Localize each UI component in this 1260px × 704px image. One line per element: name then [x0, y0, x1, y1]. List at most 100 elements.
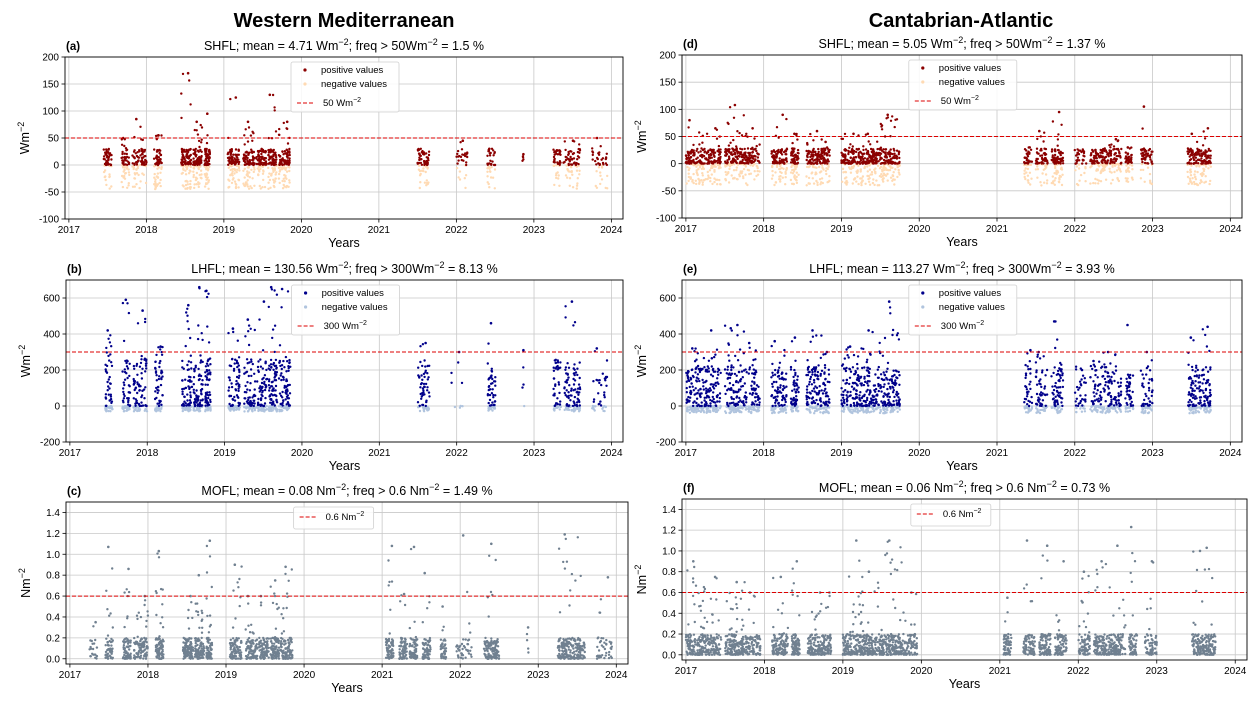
data-point-positive	[136, 322, 140, 325]
data-point-positive	[421, 403, 424, 407]
data-point-negative	[136, 409, 140, 412]
data-point-negative	[156, 167, 159, 170]
data-point-positive	[399, 644, 403, 647]
data-point-positive	[243, 163, 247, 166]
data-point-negative	[275, 409, 279, 412]
data-point-positive	[558, 150, 561, 153]
y-tick-label: 0	[53, 161, 59, 172]
panel-letter: (b)	[67, 264, 82, 276]
data-point-positive	[127, 162, 131, 166]
data-point-positive	[144, 317, 147, 321]
data-point-positive	[256, 401, 260, 404]
data-point-positive	[208, 162, 211, 166]
data-point-positive	[554, 383, 557, 386]
data-point-positive	[102, 148, 106, 151]
data-point-positive	[388, 656, 392, 659]
data-point-negative	[491, 176, 495, 179]
data-point-positive	[137, 159, 140, 162]
x-tick-label: 2022	[449, 670, 472, 681]
data-point-positive	[204, 396, 208, 400]
data-point-negative	[197, 185, 200, 189]
data-point-positive	[207, 341, 211, 344]
data-point-positive	[389, 645, 392, 648]
x-tick-label: 2020	[293, 670, 316, 681]
data-point-positive	[492, 396, 495, 399]
data-point-positive	[605, 163, 609, 167]
data-point-positive	[564, 148, 567, 152]
data-point-positive	[143, 397, 146, 400]
data-point-positive	[261, 648, 264, 651]
data-point-positive	[558, 611, 562, 614]
data-point-positive	[106, 656, 109, 660]
data-point-positive	[238, 385, 241, 388]
data-point-positive	[595, 378, 598, 382]
data-point-positive	[597, 392, 600, 395]
x-tick-label: 2023	[523, 448, 546, 459]
data-point-positive	[232, 369, 236, 372]
data-point-positive	[256, 365, 260, 369]
data-point-positive	[278, 392, 282, 395]
data-point-positive	[595, 163, 598, 166]
data-point-positive	[237, 389, 240, 393]
data-point-positive	[425, 159, 428, 163]
column-title-west: Western Mediterranean	[234, 10, 455, 32]
data-point-positive	[141, 404, 145, 407]
data-point-positive	[190, 385, 193, 389]
data-point-positive	[464, 152, 467, 155]
x-tick-label: 2024	[600, 448, 623, 459]
data-point-positive	[287, 579, 290, 582]
data-point-negative	[120, 174, 124, 178]
data-point-negative	[263, 185, 267, 189]
data-point-positive	[404, 653, 408, 657]
y-tick-label: 1.2	[46, 529, 60, 540]
data-point-negative	[455, 166, 459, 170]
data-point-negative	[281, 179, 284, 183]
data-point-positive	[247, 374, 250, 378]
data-point-peak	[526, 626, 530, 629]
data-point-negative	[417, 164, 421, 167]
data-point-positive	[288, 153, 291, 157]
data-point-positive	[237, 650, 240, 653]
data-point-negative	[246, 166, 249, 169]
data-point-positive	[200, 653, 203, 656]
data-point-positive	[269, 358, 273, 362]
data-point-positive	[230, 162, 233, 166]
data-point-positive	[427, 153, 431, 157]
data-point-positive	[488, 393, 492, 397]
data-point-positive	[136, 383, 139, 386]
data-point-positive	[207, 159, 211, 163]
data-point-positive	[456, 647, 460, 650]
data-point-positive	[234, 358, 237, 361]
data-point-positive	[207, 358, 210, 361]
data-point-positive	[197, 374, 201, 378]
data-point-positive	[236, 158, 239, 162]
data-point-negative	[552, 164, 555, 167]
data-point-positive	[561, 656, 564, 659]
data-point-negative	[194, 176, 198, 179]
data-point-positive	[602, 645, 605, 649]
data-point-positive	[282, 649, 285, 652]
data-point-negative	[207, 167, 210, 171]
data-point-positive	[457, 656, 460, 659]
data-point-negative	[186, 409, 189, 412]
data-point-negative	[736, 178, 739, 181]
data-point-negative	[427, 181, 430, 184]
data-point-positive	[422, 642, 425, 645]
data-point-positive	[387, 653, 391, 656]
x-tick-label: 2018	[137, 670, 160, 681]
data-point-positive	[128, 374, 131, 378]
data-point-positive	[234, 389, 238, 392]
data-point-positive	[106, 389, 109, 392]
data-point-negative	[423, 181, 427, 184]
data-point-positive	[269, 161, 272, 164]
data-point-negative	[207, 187, 210, 190]
data-point-positive	[253, 649, 256, 652]
data-point-positive	[157, 149, 160, 152]
data-point-positive	[253, 399, 256, 402]
data-point-positive	[106, 652, 110, 655]
data-point-positive	[193, 160, 197, 163]
data-point-negative	[205, 178, 208, 181]
data-point-positive	[410, 644, 414, 648]
data-point-positive	[595, 156, 599, 160]
data-point-negative	[695, 169, 698, 172]
